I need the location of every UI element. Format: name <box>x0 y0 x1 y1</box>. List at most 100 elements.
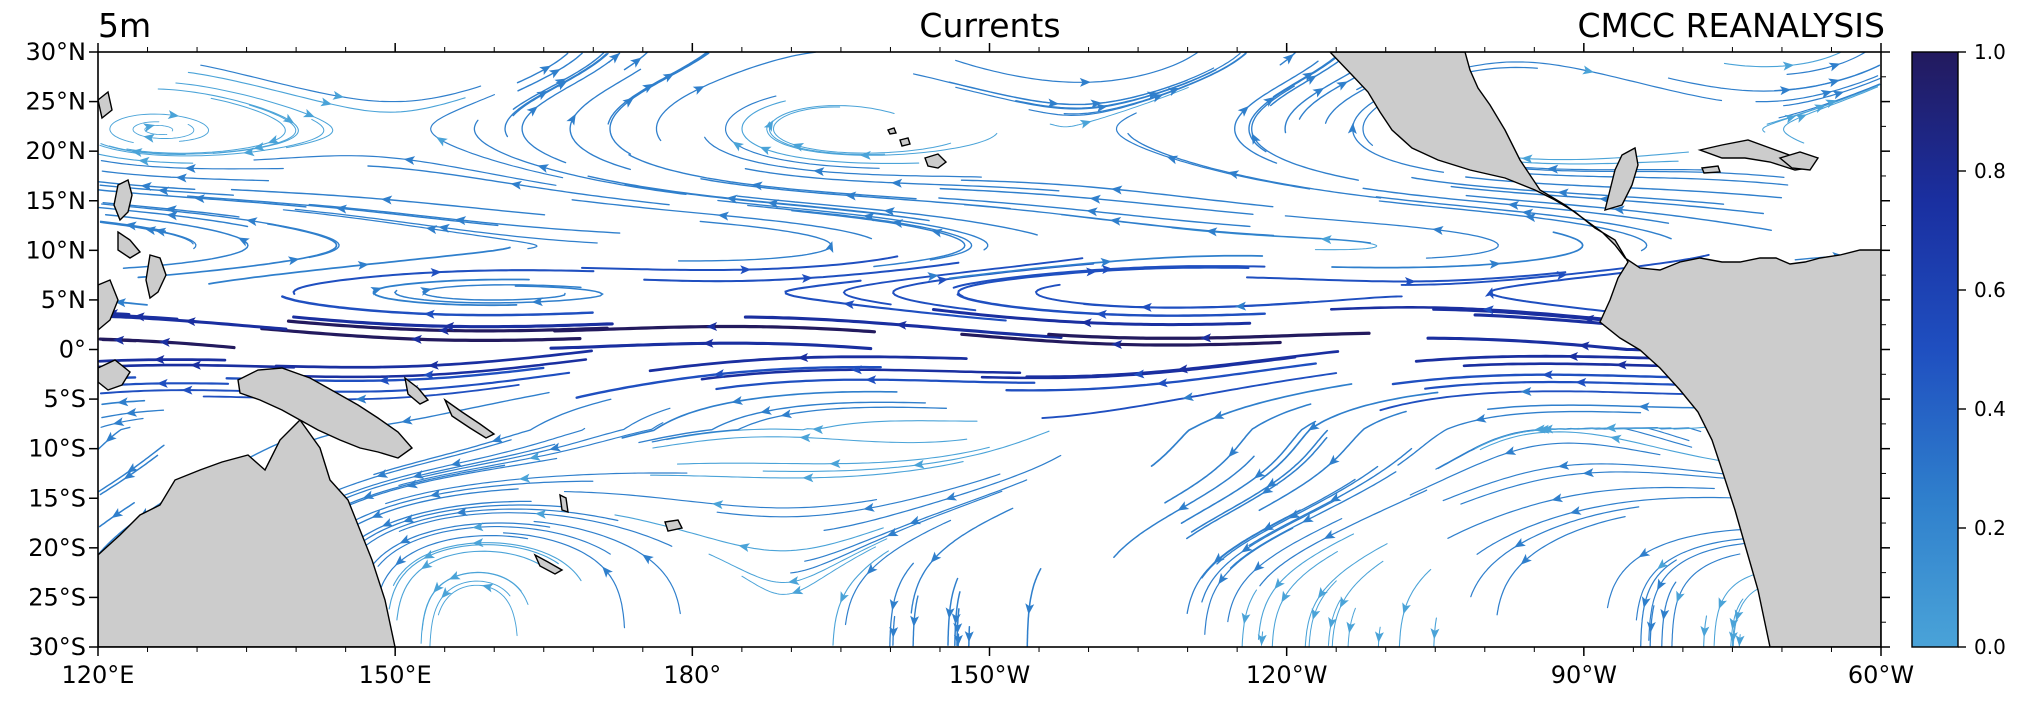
lon-tick-label: 60°W <box>1848 661 1914 689</box>
streamline <box>1025 350 1340 379</box>
flow-arrow <box>282 113 295 124</box>
flow-arrow <box>1263 96 1275 107</box>
lat-tick-label: 5°S <box>43 385 86 413</box>
streamline <box>230 188 546 216</box>
streamline <box>1667 65 1880 92</box>
flow-arrow <box>335 204 348 214</box>
flow-arrow <box>1025 603 1035 615</box>
land-new-caledonia <box>533 553 564 575</box>
colorbar-tick-label: 0.8 <box>1974 159 2006 183</box>
streamline <box>652 436 968 449</box>
streamline <box>367 165 670 206</box>
flow-arrow <box>535 509 547 519</box>
streamline <box>931 308 1252 327</box>
flow-arrow <box>951 613 961 625</box>
flow-arrow <box>1374 631 1384 643</box>
flow-arrow <box>964 631 974 643</box>
land-bismarck <box>403 376 430 405</box>
flow-arrow <box>429 489 442 499</box>
flow-arrow <box>548 69 561 79</box>
flow-arrow <box>144 226 157 236</box>
land-hawaii <box>887 127 948 169</box>
flow-arrow <box>1307 420 1320 431</box>
flow-arrow <box>930 551 942 563</box>
flow-arrow <box>1638 547 1651 558</box>
land-new-guinea <box>237 367 414 459</box>
streamline <box>1375 196 1672 240</box>
flow-arrow <box>1320 235 1332 245</box>
flow-arrow <box>850 365 862 375</box>
flow-arrow <box>829 459 841 469</box>
source-label: CMCC REANALYSIS <box>1577 6 1886 45</box>
flow-arrow <box>1151 93 1164 103</box>
flow-arrow <box>105 431 117 443</box>
land-central-south-america <box>1329 52 1881 647</box>
streamline <box>385 472 688 505</box>
flow-arrow <box>1253 560 1265 572</box>
flow-arrow <box>1140 302 1152 312</box>
lat-tick-label: 20°S <box>28 534 86 562</box>
flow-arrow <box>1182 392 1195 402</box>
flow-arrow <box>1080 318 1092 328</box>
lon-tick-label: 120°W <box>1246 661 1328 689</box>
flow-arrow <box>1176 364 1189 374</box>
streamline <box>955 69 1217 110</box>
flow-arrow <box>1567 351 1579 361</box>
flow-arrow <box>763 120 774 132</box>
flow-arrow <box>1569 506 1582 515</box>
streamline <box>552 324 877 334</box>
flow-arrow <box>376 469 389 478</box>
flow-arrow <box>1261 484 1274 494</box>
flow-arrow <box>1237 105 1249 117</box>
flow-arrow <box>420 559 433 570</box>
streamline <box>99 118 325 157</box>
flow-arrow <box>1101 265 1113 274</box>
streamline <box>308 203 621 234</box>
lon-tick-label: 150°E <box>359 661 432 689</box>
streamline <box>744 168 1060 192</box>
flow-arrow <box>253 142 265 152</box>
flow-arrow <box>111 508 124 518</box>
streamline <box>377 526 611 567</box>
flow-arrow <box>1551 493 1564 503</box>
streamline <box>957 266 1250 298</box>
flow-arrow <box>566 113 576 126</box>
flow-arrow <box>726 194 738 204</box>
flow-arrow <box>131 148 143 158</box>
streamline <box>643 261 960 283</box>
flow-arrow <box>395 555 407 566</box>
flow-arrow <box>167 110 180 120</box>
streamline <box>1329 306 1649 325</box>
flow-arrow <box>423 549 436 559</box>
flow-arrow <box>438 223 450 233</box>
lat-tick-label: 5°N <box>41 286 86 314</box>
flow-arrow <box>1484 287 1494 300</box>
lon-tick-label: 90°W <box>1551 661 1617 689</box>
flow-arrow <box>1735 635 1745 647</box>
flow-arrow <box>1556 271 1568 280</box>
flow-arrow <box>1241 542 1253 553</box>
flow-arrow <box>443 322 455 332</box>
streamline <box>98 189 307 208</box>
flow-arrow <box>143 123 155 133</box>
flow-arrow <box>866 563 878 575</box>
flow-arrow <box>427 360 439 370</box>
flow-arrow <box>549 442 562 452</box>
flow-arrow <box>450 458 463 467</box>
flow-arrow <box>536 90 549 101</box>
flow-arrow <box>126 462 139 473</box>
streamline <box>208 246 511 285</box>
streamline <box>1400 253 1710 286</box>
flow-arrow <box>237 237 250 247</box>
flow-arrow <box>539 65 551 76</box>
flow-arrow <box>243 147 255 157</box>
flow-arrow <box>927 272 939 282</box>
flow-arrow <box>1489 259 1501 269</box>
flow-arrow <box>1820 89 1833 99</box>
streamline <box>952 265 1266 289</box>
streamline <box>842 257 1084 306</box>
flow-arrow <box>751 181 763 191</box>
flow-arrow <box>1086 267 1098 277</box>
flow-arrow <box>371 509 384 518</box>
flow-arrow <box>454 216 467 226</box>
